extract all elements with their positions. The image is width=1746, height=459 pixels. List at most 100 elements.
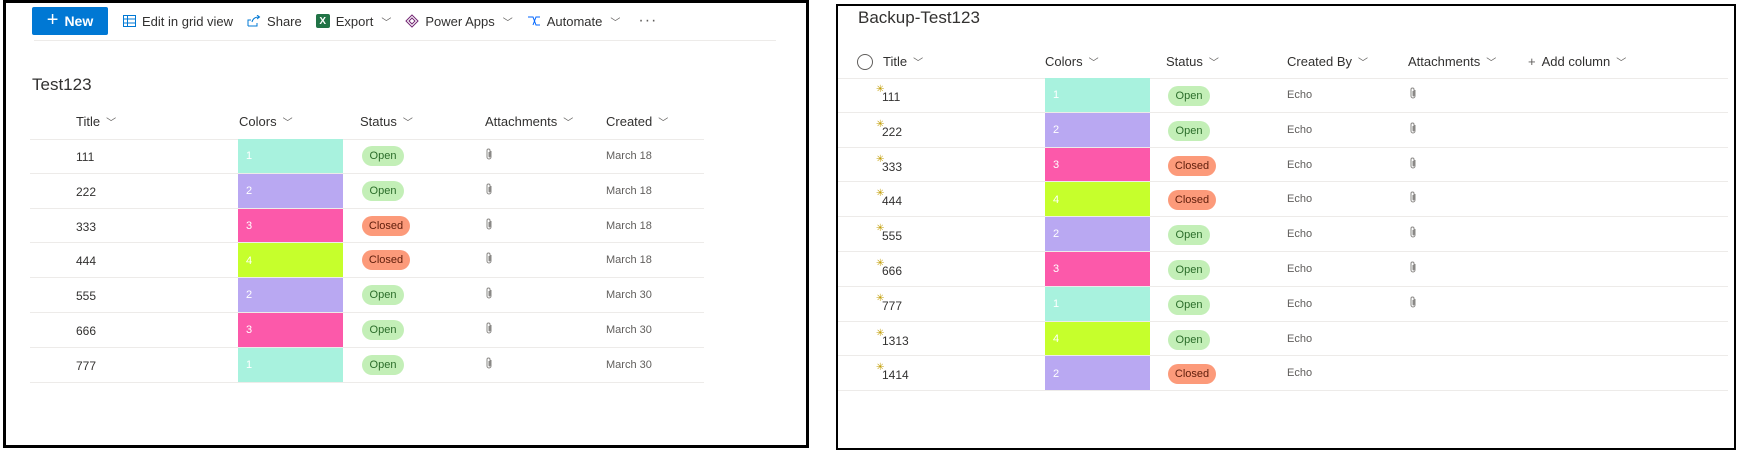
row-title[interactable]: 555 [882,229,903,244]
grid-icon [122,14,136,28]
column-header-created-by[interactable]: Created By ﹀ [1287,54,1368,69]
table-row[interactable]: ✳ 444 4 Closed Echo [838,182,1728,218]
row-divider [30,139,704,140]
chevron-down-icon: ﹀ [502,17,513,29]
share-icon [247,14,261,28]
status-badge: Open [1168,329,1210,350]
status-badge: Open [1168,120,1210,141]
new-item-icon: ✳ [876,362,885,374]
row-title[interactable]: 333 [76,219,97,234]
color-cell: 3 [1045,252,1150,287]
excel-icon: X [315,14,330,28]
status-badge: Closed [362,250,410,271]
column-header-created[interactable]: Created ﹀ [606,114,668,129]
status-badge: Closed [1168,190,1216,211]
more-options-button[interactable]: ··· [638,12,658,29]
column-header-label: Created By [1287,54,1353,69]
edit-grid-view-label: Edit in grid view [142,13,234,29]
color-cell: 1 [238,347,343,383]
row-title[interactable]: 555 [76,289,97,304]
row-title[interactable]: 444 [76,254,97,269]
list-panel-test123: + New Edit in grid view Share X Export ﹀… [3,0,809,448]
paperclip-icon [485,218,493,233]
row-divider [30,277,704,279]
table-row[interactable]: ✳ 111 1 Open Echo [838,78,1728,113]
created-date: March 30 [606,358,652,371]
row-divider [838,181,1728,183]
status-badge: Open [362,146,404,166]
status-badge: Closed [1168,364,1216,385]
select-all-radio[interactable] [857,54,873,70]
table-row[interactable]: 222 2 Open March 18 [30,173,704,209]
created-by: Echo [1287,228,1313,241]
table-row[interactable]: 111 1 Open March 18 [30,139,704,174]
status-badge: Open [1168,225,1210,246]
row-divider [838,390,1728,392]
table-row[interactable]: 666 3 Open March 30 [30,313,704,348]
paperclip-icon [485,183,493,198]
row-title[interactable]: 1313 [882,333,909,348]
row-title[interactable]: 333 [882,159,903,174]
table-row[interactable]: ✳ 1414 2 Closed Echo [838,356,1728,392]
plus-icon: + [1528,54,1536,69]
column-header-title[interactable]: Title ﹀ [883,54,923,69]
status-badge: Closed [1168,155,1216,176]
export-button[interactable]: X Export ﹀ [315,14,391,29]
status-badge: Open [362,320,404,340]
color-cell: 2 [1045,112,1150,148]
new-button[interactable]: + New [32,7,108,35]
new-item-icon: ✳ [876,188,885,200]
paperclip-icon [1409,191,1417,206]
table-row[interactable]: ✳ 333 3 Closed Echo [838,147,1728,183]
row-divider [838,216,1728,218]
table-row[interactable]: 555 2 Open March 30 [30,278,704,313]
table-row[interactable]: ✳ 555 2 Open Echo [838,217,1728,252]
add-column-button[interactable]: + Add column ﹀ [1528,54,1626,69]
column-header-colors[interactable]: Colors ﹀ [239,114,293,129]
paperclip-icon [485,322,493,337]
column-header-label: Attachments [485,114,558,129]
status-badge: Open [362,354,404,375]
row-title[interactable]: 666 [76,324,97,338]
row-title[interactable]: 222 [76,184,97,199]
row-title[interactable]: 222 [882,124,903,139]
chevron-down-icon: ﹀ [1486,58,1497,69]
created-date: March 18 [606,184,652,197]
table-row[interactable]: 777 1 Open March 30 [30,347,704,383]
column-header-label: Colors [239,114,277,129]
row-divider [838,355,1728,357]
chevron-down-icon: ﹀ [282,118,293,129]
table-row[interactable]: ✳ 666 3 Open Echo [838,252,1728,287]
paperclip-icon [1409,226,1417,241]
paperclip-icon [1409,122,1417,137]
paperclip-icon [1409,261,1417,276]
share-button[interactable]: Share [247,14,302,29]
table-row[interactable]: ✳ 1313 4 Open Echo [838,321,1728,357]
chevron-down-icon: ﹀ [1088,58,1099,69]
row-title[interactable]: 666 [882,264,903,278]
chevron-down-icon: ﹀ [563,118,574,129]
row-title[interactable]: 111 [76,150,95,164]
column-header-attachments[interactable]: Attachments ﹀ [1408,54,1496,69]
power-apps-button[interactable]: Power Apps ﹀ [405,14,513,29]
column-header-label: Attachments [1408,54,1481,69]
column-header-status[interactable]: Status ﹀ [1166,54,1219,69]
table-row[interactable]: ✳ 222 2 Open Echo [838,112,1728,148]
column-header-colors[interactable]: Colors ﹀ [1045,54,1099,69]
row-title[interactable]: 444 [882,194,903,209]
column-header-status[interactable]: Status ﹀ [360,114,413,129]
edit-grid-view-button[interactable]: Edit in grid view [122,14,233,29]
chevron-down-icon: ﹀ [658,118,669,129]
column-header-title[interactable]: Title ﹀ [76,114,116,129]
row-title[interactable]: 777 [76,358,97,373]
row-title[interactable]: 111 [882,90,901,104]
column-header-attachments[interactable]: Attachments ﹀ [485,114,573,129]
row-title[interactable]: 1414 [882,368,909,383]
column-header-label: Title [76,114,101,129]
table-row[interactable]: 333 3 Closed March 18 [30,208,704,244]
table-row[interactable]: ✳ 777 1 Open Echo [838,286,1728,322]
automate-button[interactable]: Automate ﹀ [527,14,620,29]
row-divider [838,320,1728,322]
table-row[interactable]: 444 4 Closed March 18 [30,243,704,279]
row-title[interactable]: 777 [882,298,903,313]
